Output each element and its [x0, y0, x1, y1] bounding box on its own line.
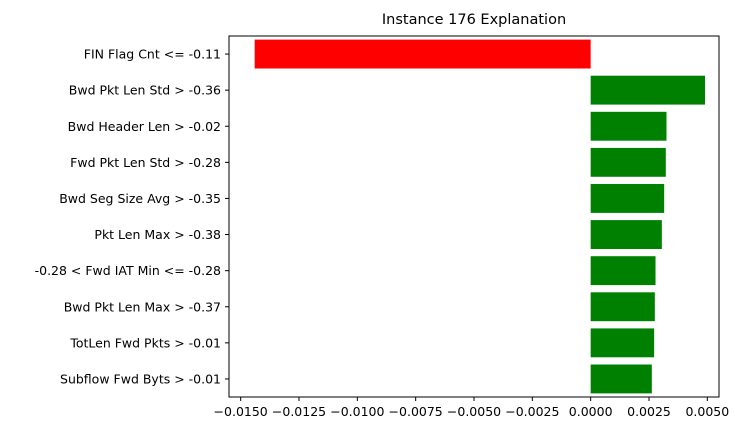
bars-layer: [254, 39, 705, 394]
y-tick-label-1: FIN Flag Cnt <= -0.11: [84, 47, 221, 62]
x-tick-label-5: −0.0050: [447, 404, 501, 419]
x-tick-label-2: −0.0125: [272, 404, 326, 419]
bar-6: [590, 220, 662, 249]
y-tick-label-5: Bwd Seg Size Avg > -0.35: [59, 191, 221, 206]
y-tick-label-9: TotLen Fwd Pkts > -0.01: [69, 335, 221, 350]
x-tick-label-6: −0.0025: [505, 404, 559, 419]
x-axis: −0.0150 −0.0125 −0.0100 −0.0075 −0.0050 −0.00…: [214, 397, 729, 419]
y-tick-label-4: Fwd Pkt Len Std > -0.28: [70, 155, 221, 170]
y-tick-label-8: Bwd Pkt Len Max > -0.37: [64, 299, 221, 314]
chart-title: Instance 176 Explanation: [382, 12, 566, 28]
bar-2: [590, 75, 705, 105]
y-tick-label-6: Pkt Len Max > -0.38: [94, 227, 221, 242]
bar-3: [590, 111, 667, 141]
bar-4: [590, 147, 666, 177]
x-tick-label-9: 0.0050: [685, 404, 729, 419]
y-tick-label-10: Subflow Fwd Byts > -0.01: [60, 371, 221, 386]
bar-10: [590, 364, 652, 394]
x-tick-label-8: 0.0025: [627, 404, 671, 419]
x-tick-label-3: −0.0100: [330, 404, 384, 419]
y-tick-label-3: Bwd Header Len > -0.02: [68, 119, 221, 134]
y-tick-label-7: -0.28 < Fwd IAT Min <= -0.28: [35, 263, 221, 278]
bar-1: [254, 39, 591, 69]
bar-8: [590, 292, 655, 322]
bar-5: [590, 184, 665, 213]
bar-7: [590, 256, 656, 286]
y-axis: FIN Flag Cnt <= -0.11 Bwd Pkt Len Std > -…: [35, 47, 229, 386]
y-tick-label-2: Bwd Pkt Len Std > -0.36: [69, 83, 221, 98]
x-tick-label-4: −0.0075: [389, 404, 443, 419]
x-tick-label-1: −0.0150: [214, 404, 268, 419]
x-tick-label-7: 0.0000: [569, 404, 613, 419]
bar-9: [590, 328, 655, 358]
